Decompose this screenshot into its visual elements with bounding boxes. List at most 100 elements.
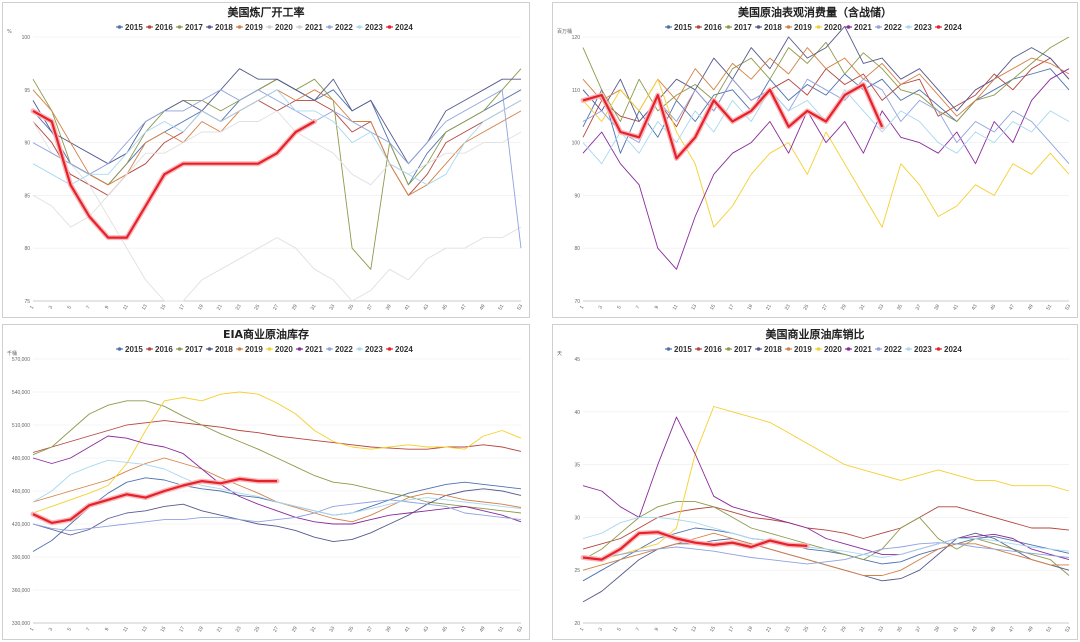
series-line-2018 [32,68,521,165]
legend-item-2019[interactable]: 2019 [236,345,263,354]
legend-item-2020[interactable]: 2020 [815,345,842,354]
legend-item-2015[interactable]: 2015 [665,23,692,32]
legend-item-2023[interactable]: 2023 [905,23,932,32]
legend-label: 2022 [335,23,353,32]
legend-item-2017[interactable]: 2017 [176,345,203,354]
series-line-2016 [32,99,522,196]
legend-item-2022[interactable]: 2022 [875,345,902,354]
x-tick-label: 27 [821,625,829,633]
y-axis-unit: % [7,29,12,35]
x-tick-label: 35 [347,625,355,633]
y-tick-label: 85 [24,193,30,199]
y-tick-label: 330,000 [12,621,30,627]
legend-item-2016[interactable]: 2016 [146,23,173,32]
series-line-2022 [32,499,522,532]
x-tick-label: 13 [141,303,149,311]
x-tick-label: 19 [197,303,205,311]
legend-item-2019[interactable]: 2019 [785,23,812,32]
series-line-2021 [32,110,522,228]
series-line-2017 [582,36,1070,122]
legend-item-2021[interactable]: 2021 [296,345,323,354]
legend-item-2024[interactable]: 2024 [386,345,413,354]
legend-item-2015[interactable]: 2015 [116,345,143,354]
x-tick-label: 5 [616,627,623,633]
legend-label: 2021 [854,23,872,32]
x-tick-label: 43 [971,625,979,633]
chart-svg-refinery-utilization: 美国炼厂开工率 2015 2016 2017 2018 2019 2020 2021 2022 2… [7,5,524,311]
series-line-2024 [582,83,884,160]
x-tick-label: 43 [422,303,430,311]
x-tick-label: 43 [422,625,430,633]
x-tick-label: 51 [1045,625,1053,633]
legend-item-2016[interactable]: 2016 [695,23,722,32]
legend-item-2023[interactable]: 2023 [905,345,932,354]
legend-item-2024[interactable]: 2024 [386,23,413,32]
legend-item-2024[interactable]: 2024 [935,23,962,32]
legend-item-2019[interactable]: 2019 [785,345,812,354]
legend-item-2024[interactable]: 2024 [935,345,962,354]
x-tick-label: 49 [479,303,487,311]
x-tick-label: 9 [654,305,661,311]
series-line-2015 [582,527,1070,582]
legend-item-2021[interactable]: 2021 [845,23,872,32]
legend-item-2020[interactable]: 2020 [815,23,842,32]
legend-item-2023[interactable]: 2023 [356,23,383,32]
legend-label: 2015 [125,23,143,32]
series-line-2018 [582,25,1070,122]
y-tick-label: 110 [572,88,580,94]
series-line-2024 [32,109,316,239]
x-tick-label: 17 [178,625,186,633]
legend-label: 2023 [914,345,932,354]
legend-item-2017[interactable]: 2017 [176,23,203,32]
legend-label: 2024 [395,345,413,354]
legend-label: 2022 [335,345,353,354]
legend-item-2020[interactable]: 2020 [266,23,293,32]
legend-item-2022[interactable]: 2022 [326,345,353,354]
chart-panel-apparent-consumption: 美国原油表观消费量（含战储） 2015 2016 2017 2018 2019 2020 20… [552,2,1078,318]
legend-item-2018[interactable]: 2018 [206,23,233,32]
legend-item-2018[interactable]: 2018 [755,23,782,32]
x-tick-label: 47 [1008,625,1016,633]
legend-item-2016[interactable]: 2016 [695,345,722,354]
series-line-2017 [32,400,522,514]
legend-item-2017[interactable]: 2017 [725,23,752,32]
x-tick-label: 21 [765,303,773,311]
x-tick-label: 11 [672,304,680,312]
legend-item-2015[interactable]: 2015 [665,345,692,354]
series-line-2015 [32,477,522,552]
x-tick-label: 31 [859,303,867,311]
x-tick-label: 41 [952,625,960,633]
legend-item-2018[interactable]: 2018 [206,345,233,354]
x-tick-label: 35 [896,303,904,311]
legend-label: 2019 [794,23,812,32]
y-tick-label: 20 [574,621,580,627]
x-tick-label: 13 [690,303,698,311]
legend-item-2016[interactable]: 2016 [146,345,173,354]
legend-label: 2017 [185,345,203,354]
legend-item-2022[interactable]: 2022 [875,23,902,32]
legend-label: 2019 [245,345,263,354]
x-tick-label: 49 [1027,625,1035,633]
legend-item-2017[interactable]: 2017 [725,345,752,354]
x-tick-label: 1 [29,305,36,311]
legend-item-2021[interactable]: 2021 [845,345,872,354]
legend-item-2018[interactable]: 2018 [755,345,782,354]
chart-panel-stock-to-sales: 美国商业原油库销比 2015 2016 2017 2018 2019 2020 2021 202… [552,324,1078,640]
y-tick-label: 70 [574,299,580,305]
x-tick-label: 27 [821,303,829,311]
legend-item-2019[interactable]: 2019 [236,23,263,32]
x-tick-label: 7 [635,305,642,311]
legend-label: 2020 [275,345,293,354]
x-tick-label: 1 [579,305,586,311]
legend-item-2023[interactable]: 2023 [356,345,383,354]
x-tick-label: 29 [291,303,299,311]
legend-item-2015[interactable]: 2015 [116,23,143,32]
x-tick-label: 47 [1008,303,1016,311]
series-line-2018 [32,488,522,543]
y-tick-label: 120 [572,35,581,41]
legend-item-2022[interactable]: 2022 [326,23,353,32]
x-tick-label: 13 [141,625,149,633]
legend-item-2020[interactable]: 2020 [266,345,293,354]
legend-item-2021[interactable]: 2021 [296,23,323,32]
